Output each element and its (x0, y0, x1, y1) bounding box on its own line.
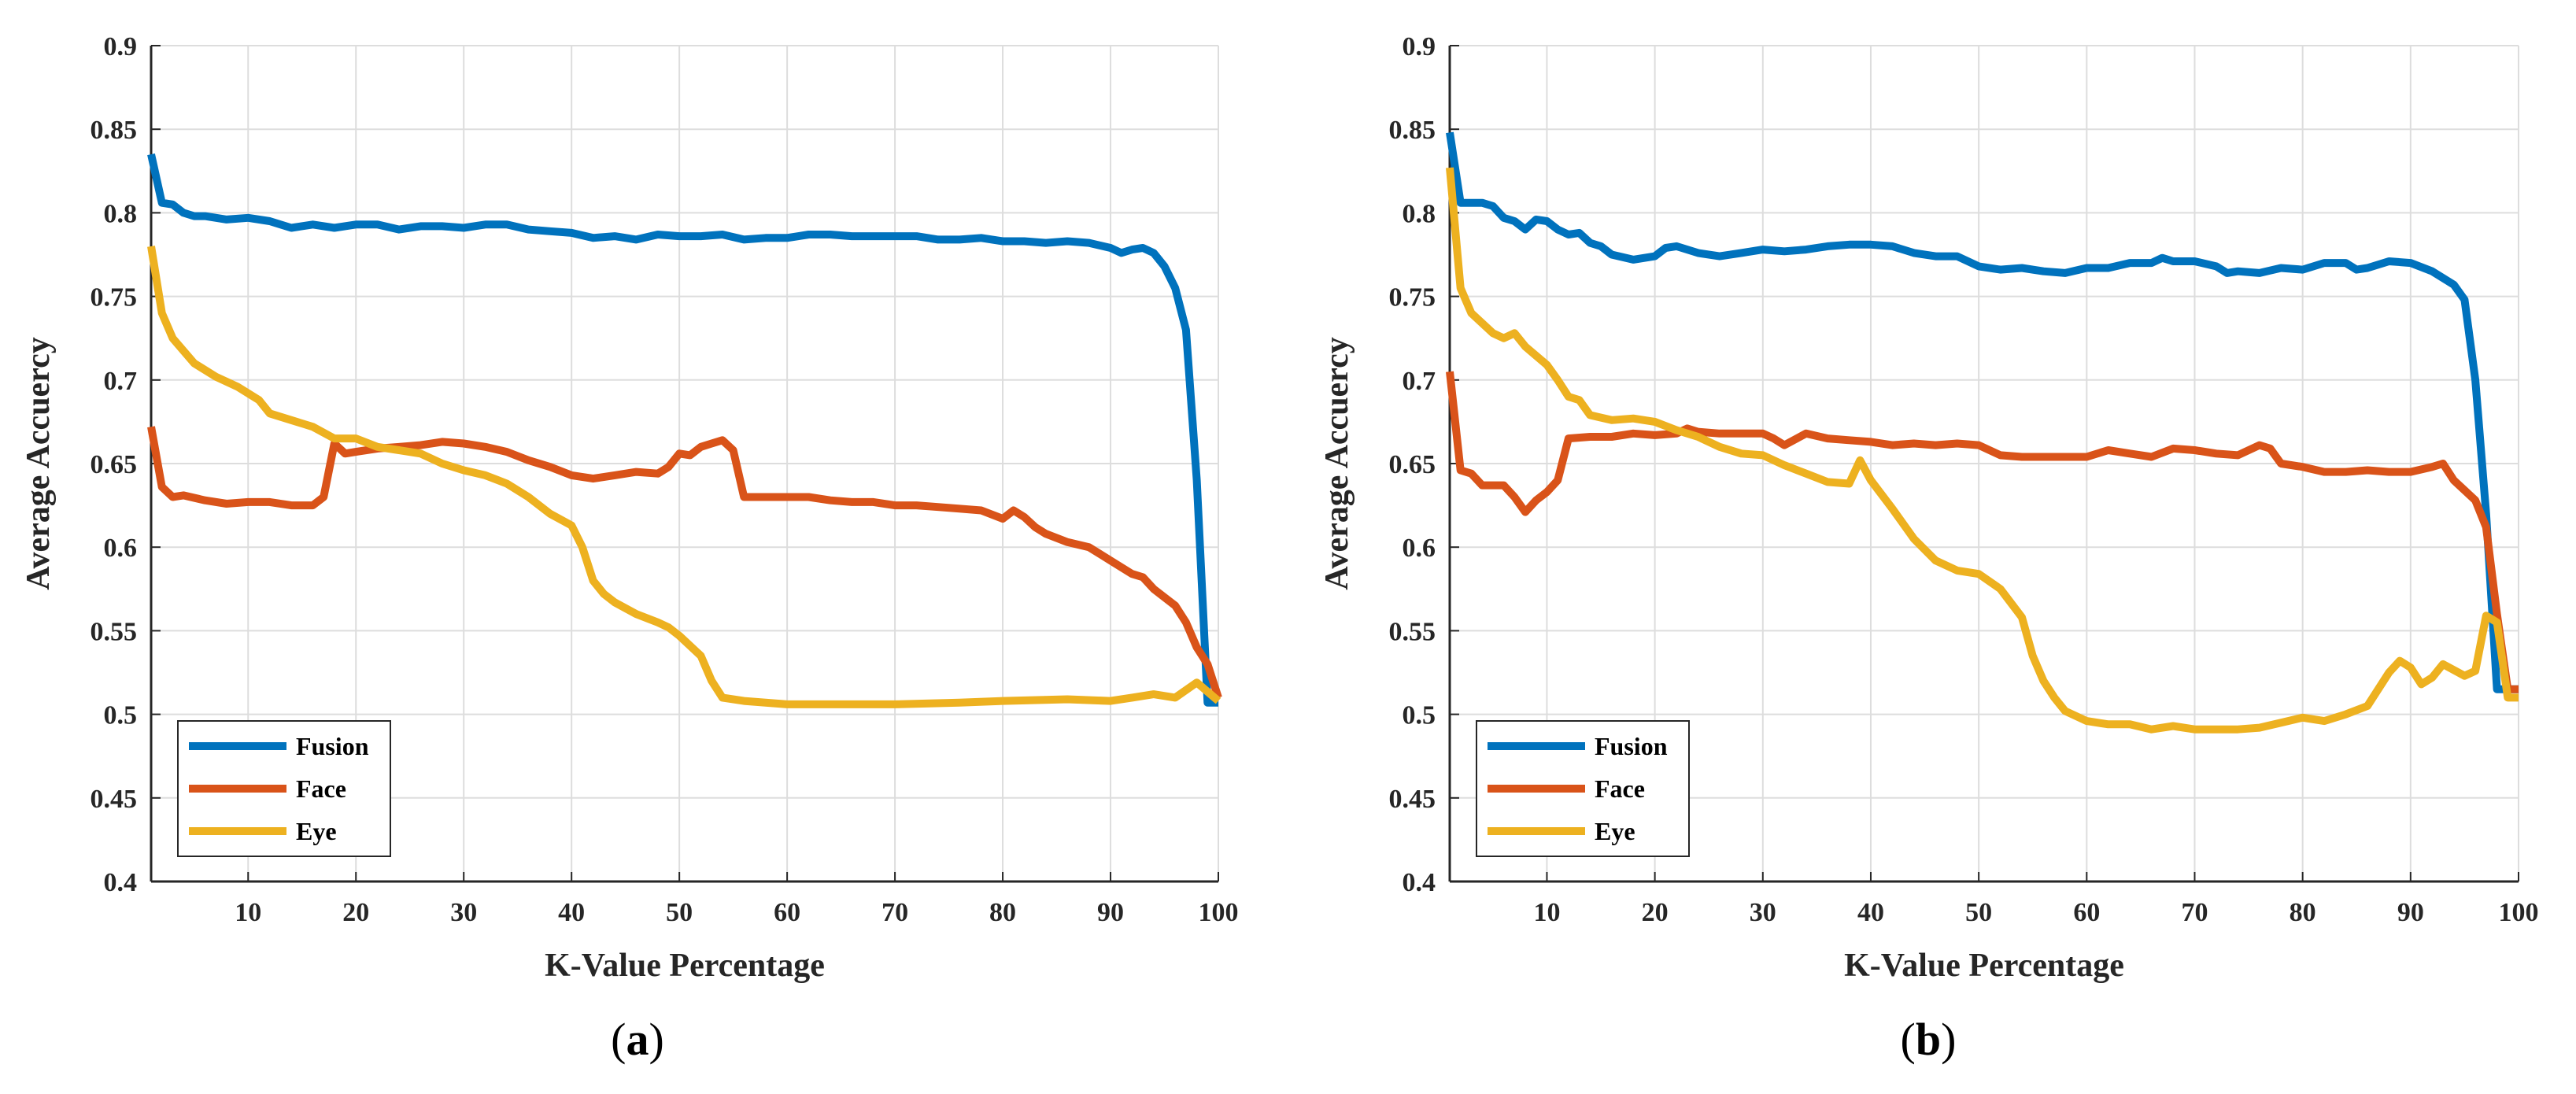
y-tick-label: 0.8 (104, 199, 138, 228)
y-tick-label: 0.5 (1403, 701, 1436, 730)
y-tick-label: 0.75 (91, 283, 138, 312)
x-tick-label: 10 (235, 898, 261, 927)
x-tick-label: 70 (2181, 898, 2208, 927)
y-tick-label: 0.45 (1389, 785, 1436, 814)
y-tick-label: 0.9 (104, 32, 138, 61)
series-line-face (1446, 371, 2519, 693)
y-tick-label: 0.6 (1403, 534, 1436, 563)
x-axis-label: K-Value Percentage (545, 948, 825, 984)
legend-label-eye: Eye (296, 817, 337, 845)
x-tick-label: 50 (1965, 898, 1992, 927)
legend-label-face: Face (1595, 774, 1645, 803)
panel-caption: (a) (611, 1014, 664, 1065)
x-tick-label: 60 (774, 898, 800, 927)
y-tick-label: 0.8 (1403, 199, 1436, 228)
x-tick-label: 10 (1533, 898, 1560, 927)
y-tick-label: 0.55 (1389, 617, 1436, 646)
y-tick-label: 0.85 (91, 116, 138, 145)
panel-caption-close: ) (1941, 1014, 1956, 1065)
y-tick-label: 0.65 (1389, 450, 1436, 479)
y-axis-label: Average Accuercy (20, 337, 57, 590)
panel-caption-open: ( (611, 1014, 626, 1065)
y-tick-label: 0.9 (1403, 32, 1436, 61)
legend-label-fusion: Fusion (296, 732, 369, 760)
x-tick-label: 70 (881, 898, 908, 927)
x-tick-label: 30 (450, 898, 477, 927)
series-line-fusion (147, 153, 1218, 707)
y-tick-label: 0.45 (91, 785, 138, 814)
series-line-fusion (1446, 131, 2519, 693)
x-axis-label: K-Value Percentage (1844, 948, 2124, 984)
panel-caption-close: ) (649, 1014, 664, 1065)
chart-panel-b: 10 20 30 40 50 60 70 80 90 100 0.4 0.45 0.5 0.55 0.6 0.… (1319, 32, 2539, 1065)
y-tick-label: 0.4 (1403, 868, 1436, 897)
y-tick-label: 0.7 (104, 367, 138, 396)
x-tick-label: 40 (1857, 898, 1884, 927)
y-tick-label: 0.85 (1389, 116, 1436, 145)
legend: Fusion Face Eye (177, 720, 391, 857)
y-axis-label: Average Accuercy (1319, 337, 1355, 590)
x-tick-label: 40 (558, 898, 585, 927)
x-tick-label: 90 (1097, 898, 1124, 927)
series-line-eye (147, 246, 1221, 708)
legend-label-fusion: Fusion (1595, 732, 1668, 760)
y-tick-label: 0.75 (1389, 283, 1436, 312)
x-tick-label: 100 (1199, 898, 1239, 927)
panel-caption-letter: a (626, 1014, 649, 1065)
x-tick-label: 50 (666, 898, 693, 927)
legend-label-face: Face (296, 774, 346, 803)
y-tick-label: 0.6 (104, 534, 138, 563)
legend-label-eye: Eye (1595, 817, 1635, 845)
y-tick-label: 0.5 (104, 701, 138, 730)
y-tick-label: 0.7 (1403, 367, 1436, 396)
panel-caption-open: ( (1901, 1014, 1916, 1065)
chart-panel-a: 10 20 30 40 50 60 70 80 90 100 0.4 0.45 0.5 0.55 0.6 0.… (20, 32, 1239, 1065)
x-tick-label: 80 (989, 898, 1016, 927)
x-tick-label: 60 (2073, 898, 2100, 927)
series-line-face (147, 426, 1222, 699)
x-tick-label: 100 (2499, 898, 2539, 927)
panel-caption-letter: b (1916, 1014, 1941, 1065)
y-tick-label: 0.65 (91, 450, 138, 479)
panel-caption: (b) (1901, 1014, 1957, 1065)
legend: Fusion Face Eye (1476, 720, 1690, 857)
x-tick-label: 90 (2397, 898, 2424, 927)
y-tick-label: 0.55 (91, 617, 138, 646)
x-tick-label: 80 (2290, 898, 2316, 927)
series-line-eye (1446, 167, 2519, 734)
x-tick-label: 30 (1750, 898, 1776, 927)
x-tick-label: 20 (342, 898, 369, 927)
x-tick-label: 20 (1642, 898, 1669, 927)
y-tick-label: 0.4 (104, 868, 138, 897)
